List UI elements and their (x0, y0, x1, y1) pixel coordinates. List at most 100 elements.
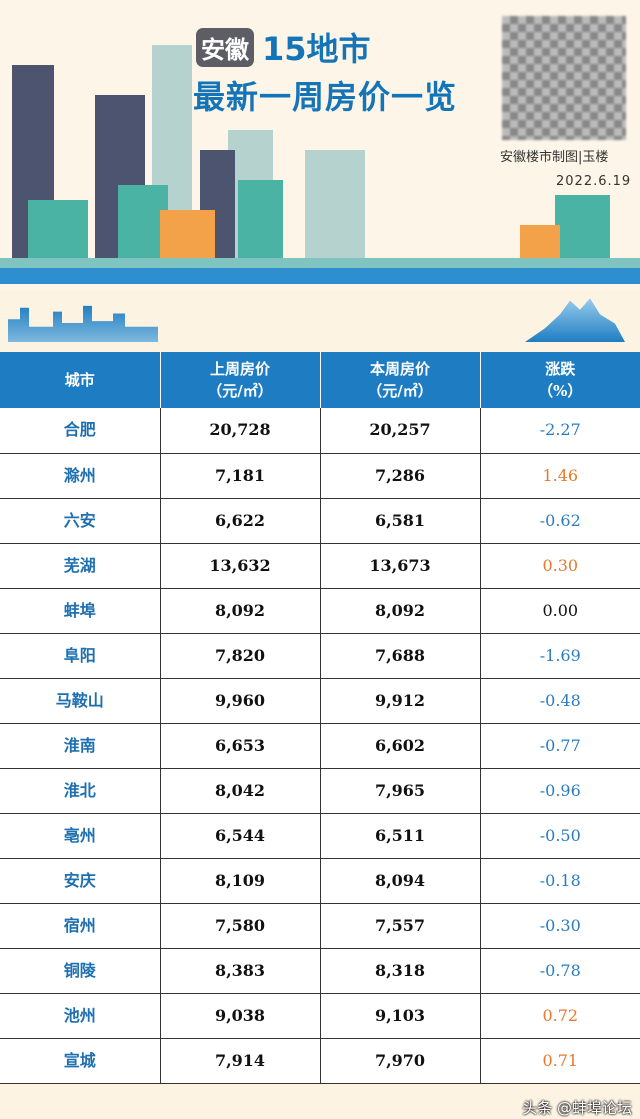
change-cell: -1.69 (480, 633, 640, 679)
change-cell: -2.27 (480, 408, 640, 454)
house-illustration (555, 195, 610, 270)
building-illustration (305, 150, 365, 270)
column-header: 城市 (0, 352, 161, 408)
change-cell: 0.72 (480, 993, 640, 1039)
table-row: 六安 6,622 6,581 -0.62 (0, 498, 640, 544)
column-header-unit: （元/㎡） (207, 382, 273, 400)
last-week-price-cell: 7,820 (160, 633, 321, 679)
this-week-price-cell: 8,092 (320, 588, 481, 634)
last-week-price-cell: 6,653 (160, 723, 321, 769)
change-cell: -0.62 (480, 498, 640, 544)
change-cell: 0.00 (480, 588, 640, 634)
table-row: 铜陵 8,383 8,318 -0.78 (0, 948, 640, 994)
last-week-price-cell: 20,728 (160, 408, 321, 454)
city-cell: 六安 (0, 498, 161, 544)
blue-band (0, 268, 640, 284)
table-row: 亳州 6,544 6,511 -0.50 (0, 813, 640, 859)
table-row: 淮南 6,653 6,602 -0.77 (0, 723, 640, 769)
this-week-price-cell: 7,688 (320, 633, 481, 679)
table-row: 马鞍山 9,960 9,912 -0.48 (0, 678, 640, 724)
last-week-price-cell: 7,914 (160, 1038, 321, 1084)
change-cell: -0.18 (480, 858, 640, 904)
this-week-price-cell: 7,970 (320, 1038, 481, 1084)
date-text: 2022.6.19 (556, 174, 632, 189)
title-line2: 最新一周房价一览 (193, 78, 458, 116)
header-banner: 安徽 15地市 最新一周房价一览 安徽楼市制图|玉楼 2022.6.19 (0, 0, 640, 290)
table-row: 合肥 20,728 20,257 -2.27 (0, 408, 640, 454)
table-row: 滁州 7,181 7,286 1.46 (0, 453, 640, 499)
change-cell: -0.30 (480, 903, 640, 949)
last-week-price-cell: 8,042 (160, 768, 321, 814)
province-badge: 安徽 (196, 27, 254, 67)
city-cell: 淮北 (0, 768, 161, 814)
watermark: 头条 @蚌埠论坛 (522, 1099, 632, 1117)
column-header-label: 上周房价 (209, 360, 270, 378)
this-week-price-cell: 7,286 (320, 453, 481, 499)
table-row: 宿州 7,580 7,557 -0.30 (0, 903, 640, 949)
last-week-price-cell: 7,580 (160, 903, 321, 949)
table-row: 阜阳 7,820 7,688 -1.69 (0, 633, 640, 679)
this-week-price-cell: 6,511 (320, 813, 481, 859)
house-illustration (238, 180, 283, 270)
qr-code (502, 16, 626, 140)
house-price-table: 城市 上周房价 （元/㎡） 本周房价 （元/㎡） 涨跌 （%） 合肥 20,728 20,2… (0, 352, 640, 1084)
table-row: 淮北 8,042 7,965 -0.96 (0, 768, 640, 814)
city-cell: 阜阳 (0, 633, 161, 679)
table-row: 芜湖 13,632 13,673 0.30 (0, 543, 640, 589)
this-week-price-cell: 6,581 (320, 498, 481, 544)
change-cell: -0.96 (480, 768, 640, 814)
column-header-label: 本周房价 (369, 360, 430, 378)
last-week-price-cell: 13,632 (160, 543, 321, 589)
city-cell: 宿州 (0, 903, 161, 949)
city-cell: 淮南 (0, 723, 161, 769)
city-cell: 合肥 (0, 408, 161, 454)
city-cell: 芜湖 (0, 543, 161, 589)
this-week-price-cell: 7,965 (320, 768, 481, 814)
this-week-price-cell: 13,673 (320, 543, 481, 589)
column-header: 上周房价 （元/㎡） (160, 352, 321, 408)
column-header-label: 涨跌 (545, 360, 576, 378)
city-cell: 滁州 (0, 453, 161, 499)
credit-text: 安徽楼市制图|玉楼 (500, 150, 609, 165)
last-week-price-cell: 8,092 (160, 588, 321, 634)
table-row: 蚌埠 8,092 8,092 0.00 (0, 588, 640, 634)
decor-strip (0, 290, 640, 352)
last-week-price-cell: 7,181 (160, 453, 321, 499)
city-skyline-icon (8, 305, 158, 342)
column-header-label: 城市 (64, 371, 95, 389)
table-row: 宣城 7,914 7,970 0.71 (0, 1038, 640, 1084)
ground-strip (0, 258, 640, 270)
table-header-row: 城市 上周房价 （元/㎡） 本周房价 （元/㎡） 涨跌 （%） (0, 352, 640, 408)
city-cell: 铜陵 (0, 948, 161, 994)
last-week-price-cell: 6,622 (160, 498, 321, 544)
change-cell: -0.78 (480, 948, 640, 994)
this-week-price-cell: 6,602 (320, 723, 481, 769)
city-cell: 宣城 (0, 1038, 161, 1084)
last-week-price-cell: 6,544 (160, 813, 321, 859)
title-text: 15地市 (262, 30, 371, 68)
house-illustration (118, 185, 168, 270)
city-cell: 池州 (0, 993, 161, 1039)
last-week-price-cell: 9,960 (160, 678, 321, 724)
column-header: 本周房价 （元/㎡） (320, 352, 481, 408)
column-header: 涨跌 （%） (480, 352, 640, 408)
city-3d-icon (525, 298, 625, 342)
city-cell: 安庆 (0, 858, 161, 904)
last-week-price-cell: 9,038 (160, 993, 321, 1039)
change-cell: -0.48 (480, 678, 640, 724)
this-week-price-cell: 20,257 (320, 408, 481, 454)
city-cell: 马鞍山 (0, 678, 161, 724)
change-cell: -0.50 (480, 813, 640, 859)
city-cell: 亳州 (0, 813, 161, 859)
change-cell: 1.46 (480, 453, 640, 499)
last-week-price-cell: 8,109 (160, 858, 321, 904)
title-line1: 安徽 15地市 (196, 24, 371, 70)
column-header-unit: （元/㎡） (367, 382, 433, 400)
this-week-price-cell: 8,094 (320, 858, 481, 904)
table-row: 池州 9,038 9,103 0.72 (0, 993, 640, 1039)
this-week-price-cell: 9,103 (320, 993, 481, 1039)
last-week-price-cell: 8,383 (160, 948, 321, 994)
change-cell: 0.71 (480, 1038, 640, 1084)
table-row: 安庆 8,109 8,094 -0.18 (0, 858, 640, 904)
change-cell: 0.30 (480, 543, 640, 589)
